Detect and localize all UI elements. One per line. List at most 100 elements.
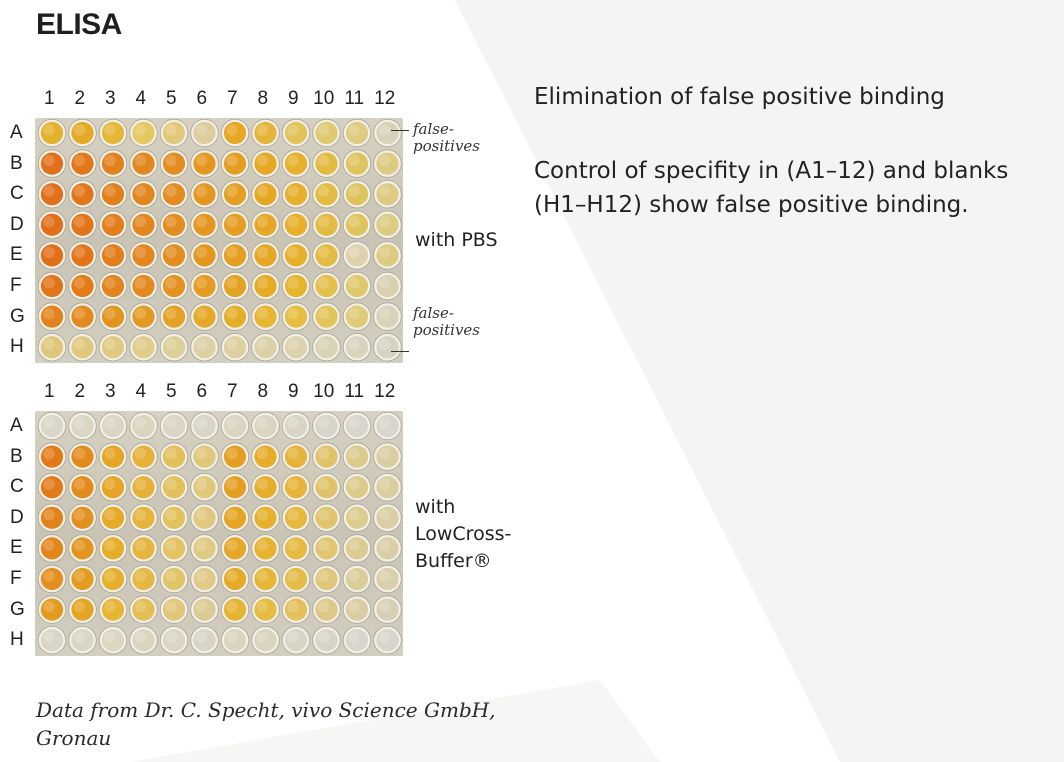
plate-well [37, 442, 67, 471]
plate-well [373, 503, 402, 533]
plate-well [220, 564, 250, 594]
with-text: with [415, 496, 456, 518]
plate-well [68, 472, 97, 502]
plate-well [251, 564, 280, 594]
plate-well [68, 411, 97, 441]
plate-well [129, 210, 158, 240]
column-label: 3 [104, 381, 116, 402]
buffer-text: Buffer® [415, 550, 492, 572]
plate-well [220, 472, 250, 502]
plate-well [220, 149, 250, 178]
plate-well [37, 149, 67, 178]
plate-well [37, 411, 67, 441]
plate-well [129, 332, 158, 362]
plate-well [159, 179, 189, 209]
plate-well [190, 210, 219, 240]
description: Control of specifity in (A1–12) and blan… [534, 154, 1008, 222]
plate-well [281, 302, 311, 331]
plate-well [312, 534, 341, 563]
plate-well [159, 564, 189, 594]
plate-well [68, 564, 97, 594]
plate-well [342, 332, 372, 362]
plate-well [190, 503, 219, 533]
column-label: 12 [374, 88, 396, 109]
plate-well [342, 271, 372, 301]
plate-well [37, 595, 67, 624]
plate-well [342, 472, 372, 502]
plate-well [342, 179, 372, 209]
plate-well [37, 118, 67, 148]
plate-well [220, 210, 250, 240]
plate-well [190, 595, 219, 624]
plate-well [190, 564, 219, 594]
plate-well [190, 442, 219, 471]
row-label: H [10, 629, 24, 651]
plate-well [159, 503, 189, 533]
plate-well [312, 149, 341, 178]
row-label: A [10, 415, 23, 436]
plate-well [190, 179, 219, 209]
row-label: F [10, 567, 22, 589]
plate-well [190, 411, 219, 441]
plate-well [159, 210, 189, 240]
plate-well [220, 411, 250, 441]
plate-well [98, 149, 128, 178]
plate-well [68, 210, 97, 240]
plate-well [129, 534, 158, 563]
plate-lowcross-label: with LowCross- Buffer® [415, 494, 511, 575]
column-label: 9 [287, 381, 299, 402]
plate-well [281, 411, 311, 441]
plate-well [98, 332, 128, 362]
column-label: 6 [196, 88, 208, 109]
false-positives-top-pointer [391, 130, 409, 131]
plate-well [342, 411, 372, 441]
plate-well [220, 442, 250, 471]
plate-well [220, 302, 250, 331]
plate-well [98, 442, 128, 471]
plate-well [251, 118, 280, 148]
plate-well [281, 472, 311, 502]
column-label: 1 [43, 88, 55, 109]
plate-well [342, 442, 372, 471]
description-line1: Control of specifity in (A1–12) and blan… [534, 158, 1009, 184]
plate-well [129, 241, 158, 270]
column-label: 2 [74, 381, 86, 402]
column-label: 4 [135, 88, 147, 109]
false-positives-bottom-pointer [391, 351, 409, 352]
plate-well [159, 118, 189, 148]
column-label: 4 [135, 381, 147, 402]
plate-well [220, 534, 250, 563]
plate-well [190, 332, 219, 362]
plate-well [129, 302, 158, 331]
data-credit: Data from Dr. C. Specht, vivo Science Gm… [36, 696, 496, 752]
plate-well [251, 411, 280, 441]
plate-well [251, 332, 280, 362]
plate-well [312, 595, 341, 624]
plate-well [98, 503, 128, 533]
plate-well [37, 534, 67, 563]
plate-well [98, 625, 128, 655]
plate-well [68, 332, 97, 362]
plate-well [37, 472, 67, 502]
plate-well [373, 411, 402, 441]
plate-well [342, 595, 372, 624]
plate-well [68, 534, 97, 563]
plate-well [159, 534, 189, 563]
page-title: ELISA [36, 8, 122, 41]
elisa-plate-lowcross [35, 411, 403, 656]
column-label: 9 [287, 88, 299, 109]
plate-well [373, 472, 402, 502]
plate-well [342, 534, 372, 563]
plate-well [251, 149, 280, 178]
column-label: 11 [344, 88, 365, 109]
plate-well [129, 503, 158, 533]
plate-well [251, 302, 280, 331]
plate-well [373, 302, 402, 331]
column-label: 5 [165, 88, 177, 109]
plate-well [98, 564, 128, 594]
plate-well [220, 503, 250, 533]
plate-well [190, 271, 219, 301]
plate-well [312, 302, 341, 331]
plate-well [281, 210, 311, 240]
